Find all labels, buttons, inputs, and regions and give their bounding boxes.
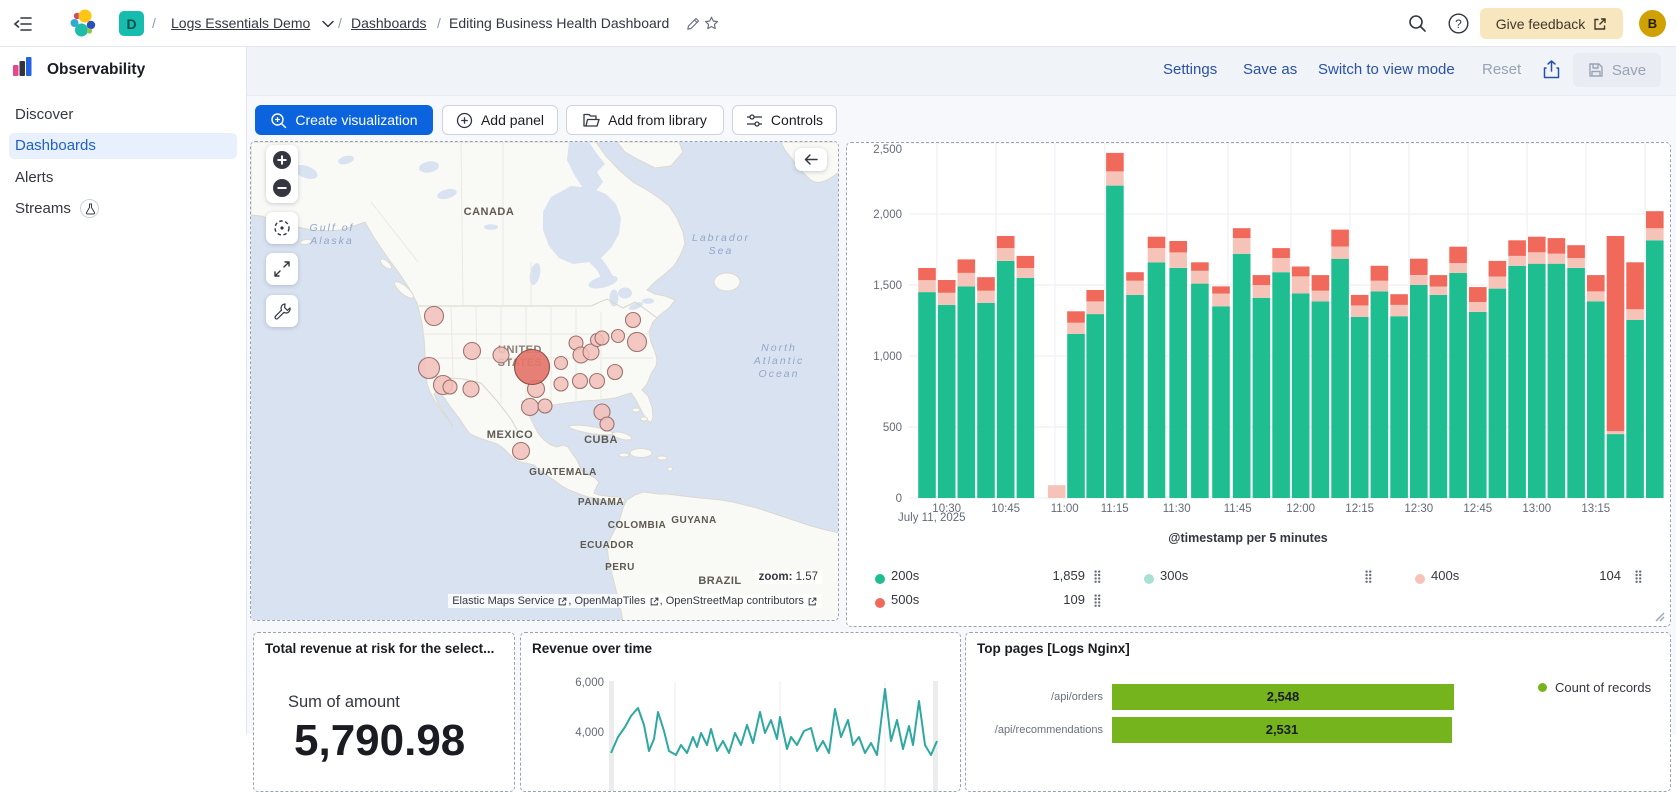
svg-text:Alaska: Alaska	[309, 235, 354, 247]
svg-text:July 11, 2025: July 11, 2025	[898, 512, 966, 524]
svg-text:12:00: 12:00	[1286, 503, 1315, 515]
svg-text:1,500: 1,500	[873, 280, 902, 292]
svg-text:GUYANA: GUYANA	[671, 515, 716, 526]
svg-text:Gulf of: Gulf of	[310, 222, 355, 234]
svg-text:1,000: 1,000	[873, 351, 902, 363]
svg-text:@timestamp per 5 minutes: @timestamp per 5 minutes	[1168, 531, 1328, 545]
svg-text:4,000: 4,000	[575, 727, 604, 739]
svg-text:13:15: 13:15	[1581, 503, 1610, 515]
svg-text:COLOMBIA: COLOMBIA	[608, 520, 666, 531]
svg-text:ECUADOR: ECUADOR	[580, 540, 634, 551]
svg-text:0: 0	[896, 493, 902, 505]
svg-text:10:45: 10:45	[991, 503, 1020, 515]
svg-text:Labrador: Labrador	[692, 232, 750, 244]
svg-text:?: ?	[1455, 17, 1462, 31]
svg-text:6,000: 6,000	[575, 677, 604, 689]
svg-text:BRAZIL: BRAZIL	[698, 575, 741, 587]
svg-text:11:15: 11:15	[1101, 503, 1129, 515]
svg-text:PERU: PERU	[605, 562, 635, 573]
svg-text:MEXICO: MEXICO	[487, 429, 533, 441]
svg-text:11:00: 11:00	[1051, 503, 1079, 515]
svg-text:2,500: 2,500	[873, 144, 902, 156]
svg-text:PANAMA: PANAMA	[578, 497, 624, 508]
svg-text:Atlantic: Atlantic	[753, 355, 804, 367]
svg-text:North: North	[761, 342, 797, 354]
svg-text:2,000: 2,000	[873, 209, 902, 221]
svg-text:13:00: 13:00	[1522, 503, 1551, 515]
svg-text:11:30: 11:30	[1163, 503, 1191, 515]
svg-text:Ocean: Ocean	[759, 368, 800, 380]
svg-text:12:30: 12:30	[1404, 503, 1433, 515]
svg-text:CANADA: CANADA	[464, 206, 515, 218]
svg-text:12:45: 12:45	[1463, 503, 1492, 515]
svg-text:GUATEMALA: GUATEMALA	[529, 467, 597, 478]
svg-text:10:30: 10:30	[932, 503, 961, 515]
svg-text:12:15: 12:15	[1345, 503, 1374, 515]
svg-text:500: 500	[883, 422, 902, 434]
svg-text:CUBA: CUBA	[584, 434, 618, 446]
svg-text:11:45: 11:45	[1224, 503, 1252, 515]
svg-text:Sea: Sea	[709, 245, 734, 257]
